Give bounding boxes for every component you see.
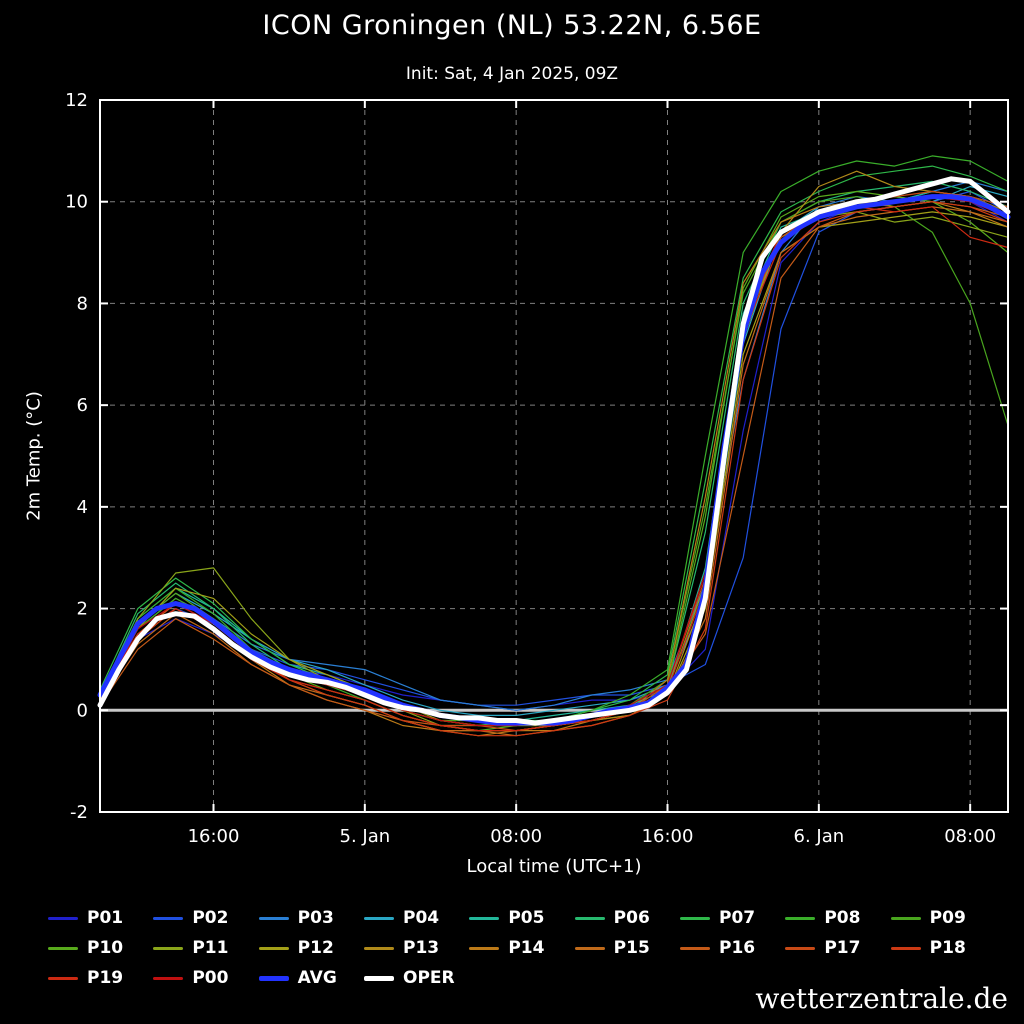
legend-label-p06: P06 [613, 908, 650, 928]
legend-label-avg: AVG [297, 968, 337, 988]
legend-label-p12: P12 [297, 938, 334, 958]
legend-item-p00: P00 [153, 968, 258, 988]
y-tick-label: 0 [77, 700, 88, 721]
legend-item-p08: P08 [785, 908, 890, 928]
legend-swatch-p15 [574, 946, 605, 950]
legend-label-p19: P19 [87, 968, 124, 988]
series-line-p04 [99, 185, 1009, 717]
x-tick-label: 16:00 [642, 826, 694, 847]
series-line-p18 [99, 201, 1009, 737]
legend-item-p06: P06 [574, 908, 680, 928]
legend-swatch-p09 [890, 916, 921, 920]
y-tick-label: 12 [65, 90, 88, 111]
legend-swatch-p03 [258, 916, 289, 920]
legend-swatch-p06 [574, 916, 605, 920]
x-tick-label: 6. Jan [794, 826, 845, 847]
series-line-p02 [99, 190, 1009, 706]
legend-label-p09: P09 [929, 908, 966, 928]
series-line-p15 [99, 206, 1009, 737]
legend-label-p03: P03 [297, 908, 334, 928]
series-line-p16 [99, 201, 1009, 732]
legend-label-p10: P10 [87, 938, 124, 958]
legend-item-p16: P16 [680, 938, 785, 958]
legend-swatch-p02 [153, 916, 184, 920]
legend-label-p17: P17 [824, 938, 861, 958]
legend-item-p18: P18 [890, 938, 996, 958]
x-axis-label: Local time (UTC+1) [466, 856, 642, 877]
legend-swatch-avg [258, 975, 289, 981]
legend-item-p17: P17 [785, 938, 890, 958]
x-tick-label: 16:00 [188, 826, 240, 847]
legend-item-p04: P04 [364, 908, 469, 928]
legend-label-p05: P05 [508, 908, 545, 928]
x-tick-label: 08:00 [944, 826, 996, 847]
legend-swatch-p08 [785, 916, 816, 920]
plot-frame [99, 99, 1009, 813]
series-line-p01 [99, 196, 1009, 711]
series-line-oper [97, 176, 1011, 726]
legend-item-p01: P01 [48, 908, 153, 928]
legend-item-p07: P07 [680, 908, 785, 928]
ensemble-legend: P01 P02 P03 P04 P05 P06 P07 P08 P09 P10 P11 P12 P13 P… [48, 908, 996, 988]
x-tick-label: 5. Jan [340, 826, 391, 847]
y-tick-label: 10 [65, 192, 88, 213]
legend-item-p14: P14 [469, 938, 574, 958]
y-tick-label: -2 [70, 802, 88, 823]
legend-label-p18: P18 [929, 938, 966, 958]
legend-item-p15: P15 [574, 938, 680, 958]
y-tick-label: 2 [77, 599, 88, 620]
legend-label-p13: P13 [403, 938, 440, 958]
legend-swatch-p17 [785, 946, 816, 950]
legend-item-p03: P03 [258, 908, 364, 928]
y-axis-label: 2m Temp. (°C) [23, 391, 45, 521]
legend-item-p10: P10 [48, 938, 153, 958]
legend-item-oper: OPER [364, 968, 469, 988]
init-time-subtitle: Init: Sat, 4 Jan 2025, 09Z [405, 64, 619, 84]
legend-label-p00: P00 [192, 968, 229, 988]
legend-label-p04: P04 [403, 908, 440, 928]
legend-swatch-p18 [890, 946, 921, 950]
y-tick-label: 8 [77, 293, 88, 314]
legend-item-p12: P12 [258, 938, 364, 958]
legend-swatch-p14 [469, 946, 500, 950]
series-line-p14 [99, 201, 1009, 737]
legend-label-oper: OPER [403, 968, 455, 988]
legend-swatch-p16 [680, 946, 710, 950]
series-line-p03 [99, 180, 1009, 711]
watermark: wetterzentrale.de [755, 982, 1008, 1015]
legend-swatch-p04 [364, 916, 394, 920]
x-tick-label: 08:00 [490, 826, 542, 847]
legend-swatch-p10 [48, 946, 78, 950]
legend-label-p14: P14 [508, 938, 545, 958]
legend-item-p09: P09 [890, 908, 996, 928]
y-tick-label: 4 [77, 497, 88, 518]
legend-label-p07: P07 [719, 908, 756, 928]
legend-swatch-p01 [48, 916, 78, 920]
legend-swatch-p07 [680, 916, 710, 920]
legend-swatch-p12 [258, 946, 289, 950]
legend-item-avg: AVG [258, 968, 364, 988]
legend-item-p05: P05 [469, 908, 574, 928]
legend-swatch-p11 [153, 946, 184, 950]
legend-item-p11: P11 [153, 938, 258, 958]
legend-swatch-p00 [153, 976, 184, 980]
legend-swatch-p13 [364, 946, 394, 950]
legend-label-p16: P16 [719, 938, 756, 958]
legend-item-p13: P13 [364, 938, 469, 958]
legend-swatch-oper [364, 975, 394, 981]
legend-label-p08: P08 [824, 908, 861, 928]
legend-label-p15: P15 [613, 938, 650, 958]
page-title: ICON Groningen (NL) 53.22N, 6.56E [262, 10, 762, 41]
legend-label-p02: P02 [192, 908, 229, 928]
temperature-plot: 16:00 5. Jan 08:00 16:00 6. Jan 08:00 12 10 8 6 4 2… [65, 90, 1011, 847]
legend-label-p01: P01 [87, 908, 124, 928]
legend-swatch-p19 [48, 976, 78, 980]
legend-swatch-p05 [469, 916, 500, 920]
legend-item-p19: P19 [48, 968, 153, 988]
legend-item-p02: P02 [153, 908, 258, 928]
y-tick-label: 6 [77, 395, 88, 416]
legend-label-p11: P11 [192, 938, 229, 958]
